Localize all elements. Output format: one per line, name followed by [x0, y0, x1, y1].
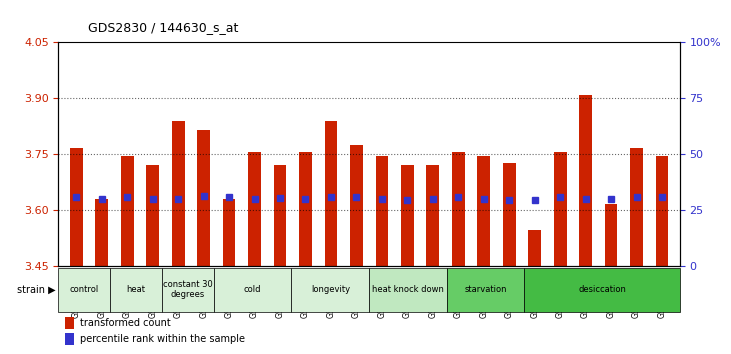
- FancyBboxPatch shape: [292, 268, 369, 312]
- Bar: [70, 148, 83, 266]
- Bar: [299, 152, 312, 266]
- Bar: [554, 152, 567, 266]
- Bar: [401, 165, 414, 266]
- Text: transformed count: transformed count: [80, 318, 171, 328]
- Bar: [376, 156, 388, 266]
- Bar: [452, 152, 465, 266]
- Bar: [172, 121, 184, 266]
- Bar: [197, 130, 210, 266]
- Text: percentile rank within the sample: percentile rank within the sample: [80, 334, 245, 344]
- Bar: [477, 156, 490, 266]
- FancyBboxPatch shape: [162, 268, 213, 312]
- Text: constant 30
degrees: constant 30 degrees: [163, 280, 213, 299]
- Bar: [579, 95, 592, 266]
- FancyBboxPatch shape: [369, 268, 447, 312]
- Text: heat knock down: heat knock down: [372, 285, 444, 294]
- Text: cold: cold: [244, 285, 262, 294]
- Bar: [503, 163, 515, 266]
- Bar: [529, 230, 541, 266]
- Bar: [605, 204, 618, 266]
- FancyBboxPatch shape: [213, 268, 292, 312]
- FancyBboxPatch shape: [110, 268, 162, 312]
- Bar: [223, 199, 235, 266]
- FancyBboxPatch shape: [447, 268, 525, 312]
- Text: control: control: [69, 285, 99, 294]
- Bar: [630, 148, 643, 266]
- Bar: [64, 333, 74, 345]
- Text: longevity: longevity: [311, 285, 350, 294]
- Text: starvation: starvation: [464, 285, 507, 294]
- FancyBboxPatch shape: [58, 268, 110, 312]
- Bar: [249, 152, 261, 266]
- Bar: [350, 145, 363, 266]
- Bar: [64, 317, 74, 329]
- FancyBboxPatch shape: [525, 268, 680, 312]
- Bar: [426, 165, 439, 266]
- Text: heat: heat: [126, 285, 145, 294]
- Text: strain ▶: strain ▶: [17, 284, 56, 295]
- Bar: [273, 165, 287, 266]
- Bar: [146, 165, 159, 266]
- Text: GDS2830 / 144630_s_at: GDS2830 / 144630_s_at: [88, 21, 238, 34]
- Bar: [325, 121, 337, 266]
- Bar: [656, 156, 668, 266]
- Bar: [96, 199, 108, 266]
- Bar: [121, 156, 134, 266]
- Text: desiccation: desiccation: [578, 285, 626, 294]
